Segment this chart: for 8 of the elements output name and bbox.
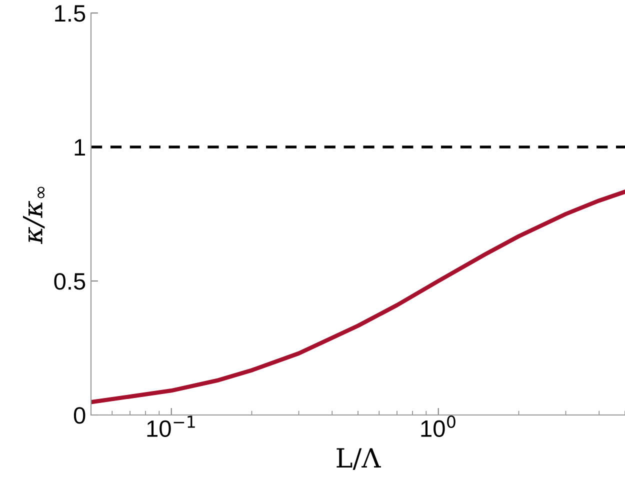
y-tick-label: 0.5 bbox=[54, 273, 86, 290]
y-axis-title: κ/κ$_{∞}$ bbox=[23, 186, 45, 244]
x-axis-title: L/Λ bbox=[336, 448, 381, 470]
y-tick-label: 1.5 bbox=[55, 5, 86, 22]
y-tick-label: 0 bbox=[74, 407, 86, 424]
y-tick-label: 1 bbox=[74, 139, 85, 156]
x-tick-label: 10$^{−1}$ bbox=[147, 416, 195, 438]
x-tick-label: 10$^{0}$ bbox=[421, 415, 456, 438]
